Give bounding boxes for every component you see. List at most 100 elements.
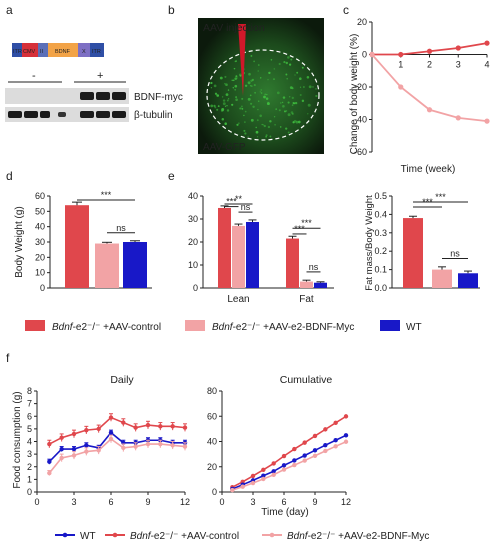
significance-label: ns	[309, 262, 319, 272]
y-tick-label: 20	[35, 252, 45, 262]
gfp-cell	[222, 102, 226, 106]
legend-f-label-e2-bdnf: Bdnf-e2⁻/⁻ +AAV-e2-BDNF-Myc	[287, 531, 429, 542]
gfp-cell	[217, 105, 220, 107]
data-point-e2bdnf	[170, 443, 175, 448]
construct-cmv-label: CMV	[23, 49, 36, 55]
lane-minus-label: -	[32, 70, 36, 82]
legend-top: Bdnf-e2⁻/⁻ +AAV-control Bdnf-e2⁻/⁻ +AAV-…	[25, 320, 422, 333]
x-tick-label: 0	[34, 497, 39, 507]
gfp-cell	[234, 88, 237, 91]
panel-label-f: f	[6, 351, 10, 365]
gfp-cell	[265, 97, 269, 100]
bar-control	[403, 218, 423, 288]
gfp-cell	[249, 94, 252, 97]
gfp-cell	[252, 105, 255, 109]
series-line-wt	[232, 434, 347, 490]
gfp-cell	[257, 108, 259, 111]
gfp-cell	[213, 84, 217, 88]
legend-swatch-control	[25, 320, 45, 331]
data-point-e2bdnf	[182, 444, 188, 449]
gfp-cell	[278, 109, 281, 112]
data-point-wt	[292, 458, 297, 463]
legend-bottom: WT Bdnf-e2⁻/⁻ +AAV-control Bdnf-e2⁻/⁻ +A…	[55, 531, 429, 542]
y-tick-label: 0.4	[374, 209, 387, 219]
gfp-cell	[244, 121, 246, 123]
y-tick-label: 0	[362, 50, 367, 60]
construct-itr-left-label: ITR	[13, 49, 22, 55]
significance-label: ***	[294, 224, 305, 234]
gfp-cell	[267, 125, 271, 129]
gfp-cell	[253, 84, 256, 87]
x-tick-label: 9	[312, 497, 317, 507]
gfp-cell	[224, 83, 226, 85]
y-tick-label: 20	[188, 237, 198, 247]
y-tick-label: -40	[354, 115, 367, 125]
gfp-cell	[287, 131, 290, 134]
data-point-wt	[302, 453, 307, 458]
data-point-control	[133, 425, 138, 430]
y-tick-label: 0	[212, 487, 217, 497]
panel-f-xlabel: Time (day)	[261, 507, 308, 518]
gfp-cell	[254, 91, 256, 94]
data-point-e2bdnf	[96, 448, 101, 453]
gfp-cell	[248, 72, 251, 76]
bar-control	[218, 207, 231, 288]
gfp-cell	[234, 60, 237, 63]
data-point-e2bdnf	[271, 472, 276, 478]
gfp-cell	[296, 71, 299, 74]
gfp-cell	[292, 102, 295, 104]
panel-label-a: a	[6, 3, 13, 17]
gfp-cell	[260, 89, 262, 91]
bar-control	[286, 238, 299, 288]
x-tick-label: 12	[341, 497, 351, 507]
legend-f-label-control: Bdnf-e2⁻/⁻ +AAV-control	[130, 531, 239, 542]
data-point-e2bdnf	[312, 453, 318, 458]
construct-itr-left	[12, 43, 22, 57]
y-tick-label: 0.3	[374, 228, 387, 238]
gfp-cell	[294, 74, 296, 76]
y-tick-label: 3	[27, 449, 32, 459]
gfp-cell	[297, 120, 301, 124]
gfp-cell	[258, 100, 260, 102]
gfp-cell	[265, 134, 268, 137]
gfp-cell	[288, 63, 292, 66]
construct-ii	[38, 43, 48, 57]
data-point-wt	[343, 433, 349, 438]
gfp-cell	[286, 77, 289, 80]
y-tick-label: 2	[27, 462, 32, 472]
blot-label-bdnf-myc: BDNF-myc	[134, 92, 183, 103]
data-point-e2bdnf	[333, 444, 338, 449]
gfp-cell	[214, 106, 217, 109]
blot-bdnf-myc	[5, 88, 129, 104]
gfp-cell	[312, 86, 314, 88]
bar-wt	[458, 273, 478, 288]
data-point-e2bdnf	[455, 115, 461, 121]
construct-bdnf	[48, 43, 78, 57]
data-point-e2bdnf	[426, 107, 433, 113]
gfp-cell	[259, 114, 262, 118]
gfp-cell	[256, 119, 259, 122]
data-point-control	[96, 426, 101, 432]
panel-f-ylabel: Food consumption (g)	[12, 391, 23, 488]
data-point-control	[145, 422, 151, 428]
band	[24, 111, 38, 118]
gfp-cell	[278, 62, 281, 66]
gfp-cell	[263, 95, 266, 99]
gfp-cell	[210, 87, 213, 89]
y-tick-label: 1	[27, 474, 32, 484]
data-point-wt	[271, 469, 276, 474]
y-tick-label: 0.2	[374, 246, 387, 256]
gfp-cell	[301, 99, 305, 103]
gfp-cell	[257, 64, 260, 66]
gfp-cell	[244, 132, 247, 135]
x-tick-label: 3	[456, 60, 461, 70]
significance-label: ***	[226, 197, 237, 207]
gfp-cell	[226, 99, 229, 102]
bar-wt	[246, 221, 259, 288]
gfp-cell	[284, 110, 286, 113]
band	[40, 111, 50, 118]
gfp-cell	[279, 126, 282, 128]
y-tick-label: -60	[354, 147, 367, 157]
gfp-cell	[214, 92, 218, 95]
